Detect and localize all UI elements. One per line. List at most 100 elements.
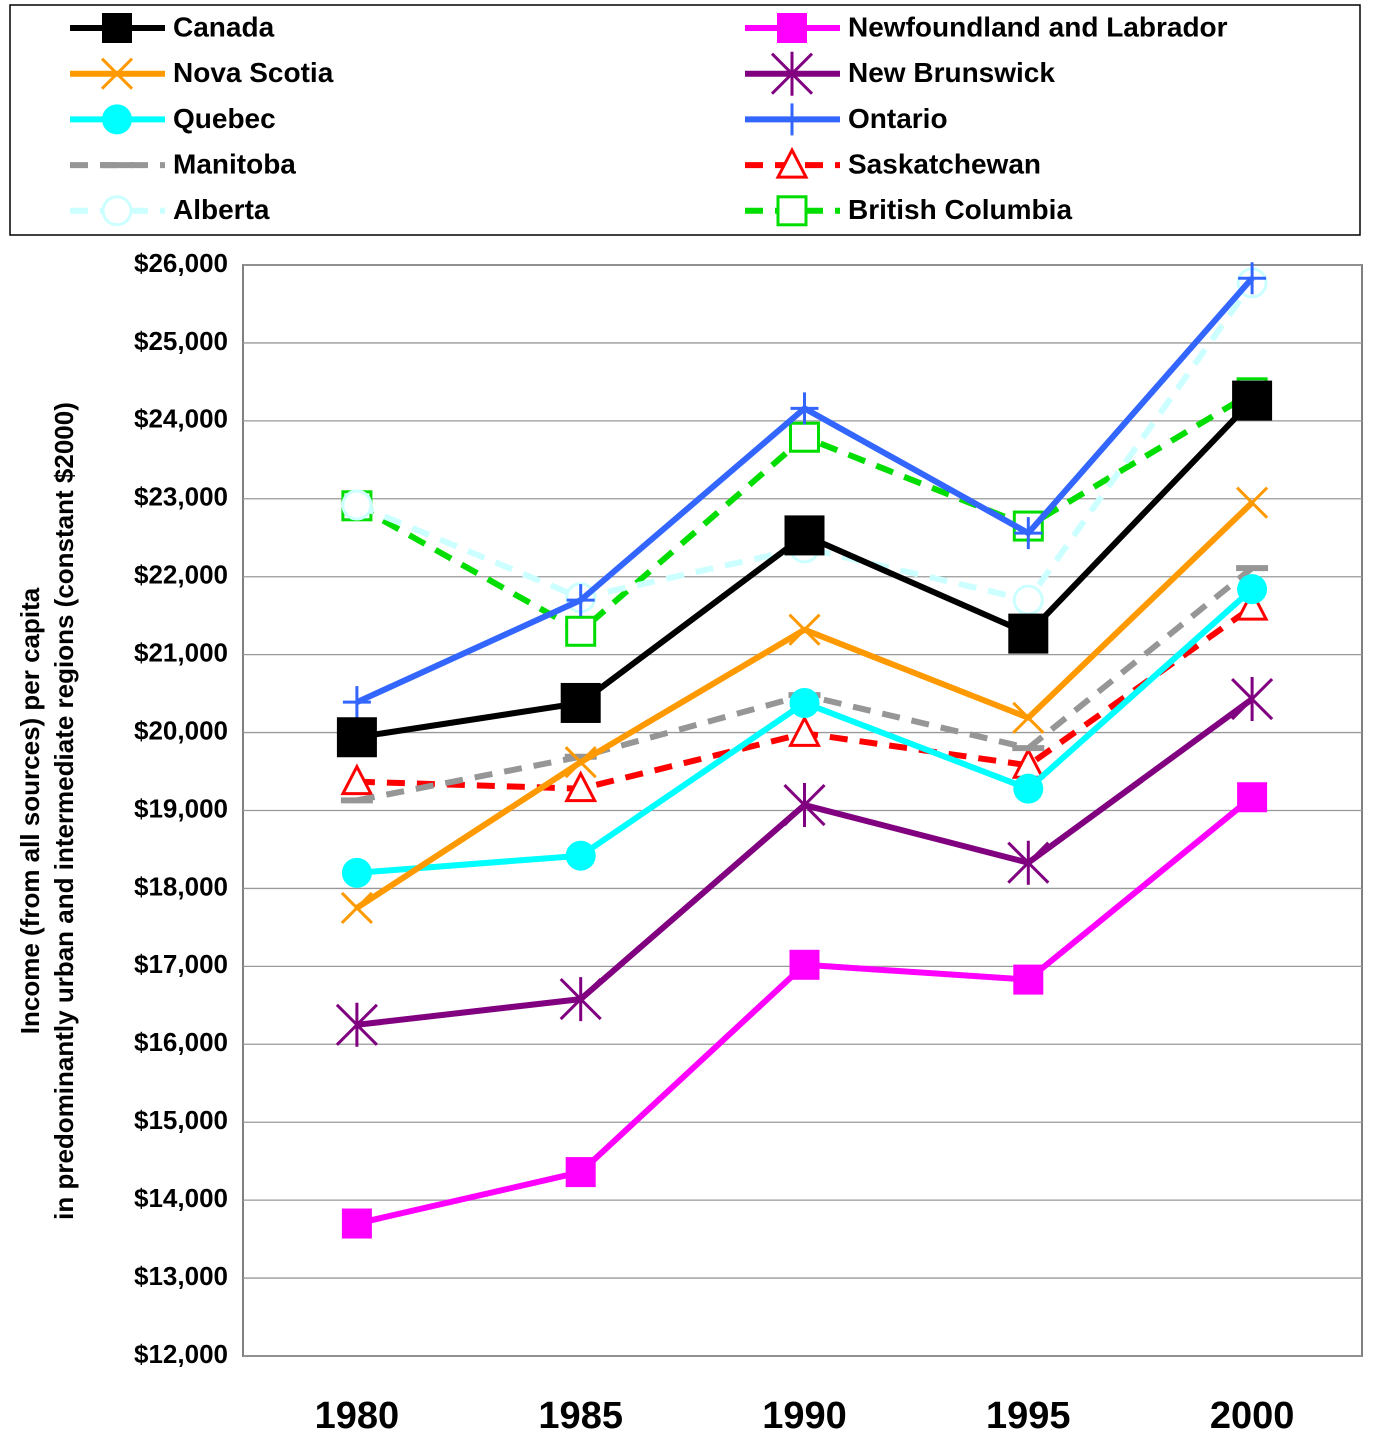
- marker: [341, 857, 372, 888]
- legend-label: British Columbia: [848, 194, 1072, 225]
- marker-shape: [565, 615, 597, 647]
- marker-shape: [776, 195, 808, 227]
- marker-shape: [1008, 613, 1049, 654]
- y-axis-title: Income (from all sources) per capita: [15, 587, 45, 1034]
- marker: [776, 195, 808, 227]
- marker-shape: [335, 1002, 378, 1047]
- marker-shape: [560, 682, 601, 723]
- marker-shape: [564, 746, 597, 779]
- marker-shape: [1232, 380, 1273, 421]
- marker: [1231, 677, 1274, 722]
- marker: [340, 763, 374, 796]
- marker-shape: [102, 104, 132, 135]
- x-tick-label: 2000: [1210, 1395, 1295, 1437]
- marker-shape: [564, 770, 598, 803]
- marker-shape: [341, 1208, 372, 1239]
- marker: [777, 13, 807, 43]
- marker-shape: [102, 13, 132, 43]
- marker-shape: [783, 783, 826, 828]
- marker-shape: [341, 489, 373, 521]
- marker: [1237, 782, 1268, 813]
- marker: [1236, 486, 1269, 519]
- marker: [1232, 380, 1273, 421]
- marker: [336, 717, 377, 758]
- marker-shape: [1237, 782, 1268, 813]
- legend-label: Ontario: [848, 103, 948, 134]
- marker: [1237, 574, 1268, 605]
- y-axis-title: in predominantly urban and intermediate …: [49, 402, 79, 1220]
- marker-shape: [342, 686, 371, 719]
- marker: [789, 421, 820, 453]
- marker-shape: [566, 584, 595, 617]
- x-tick-label: 1995: [986, 1395, 1071, 1437]
- series-line: [355, 281, 1255, 604]
- x-tick-label: 1990: [762, 1395, 847, 1437]
- marker-shape: [789, 421, 820, 453]
- marker: [566, 584, 595, 617]
- marker: [565, 840, 596, 871]
- marker: [789, 687, 820, 718]
- marker-shape: [789, 687, 820, 718]
- marker: [1012, 584, 1044, 616]
- marker: [1013, 773, 1044, 804]
- marker-shape: [770, 51, 814, 96]
- marker: [788, 613, 821, 646]
- marker-shape: [1012, 701, 1045, 734]
- marker: [564, 746, 597, 779]
- marker-shape: [1236, 486, 1269, 519]
- marker-shape: [1013, 773, 1044, 804]
- marker: [564, 770, 598, 803]
- y-tick-label: $23,000: [134, 482, 228, 512]
- marker-shape: [1235, 588, 1269, 621]
- marker: [770, 51, 814, 96]
- marker: [340, 891, 373, 924]
- marker: [788, 715, 821, 747]
- marker: [341, 489, 373, 521]
- marker: [565, 1157, 596, 1188]
- y-tick-label: $22,000: [134, 560, 228, 590]
- marker-shape: [1237, 574, 1268, 605]
- marker-shape: [789, 949, 820, 980]
- marker: [784, 515, 825, 556]
- y-tick-label: $19,000: [134, 793, 228, 823]
- marker-shape: [775, 146, 809, 179]
- marker: [341, 1208, 372, 1239]
- marker: [342, 686, 371, 719]
- marker-shape: [1238, 262, 1267, 295]
- legend-box: [9, 4, 1361, 236]
- marker-shape: [1013, 964, 1044, 995]
- marker: [102, 104, 132, 135]
- x-tick-label: 1980: [315, 1395, 400, 1437]
- marker: [1012, 701, 1045, 734]
- marker: [565, 615, 597, 647]
- marker: [101, 195, 133, 227]
- marker-shape: [565, 1157, 596, 1188]
- legend-label: Manitoba: [173, 148, 296, 179]
- y-tick-label: $21,000: [134, 638, 228, 668]
- marker: [1013, 964, 1044, 995]
- marker: [100, 57, 134, 90]
- marker: [790, 392, 819, 425]
- marker: [775, 146, 809, 179]
- marker: [1008, 613, 1049, 654]
- marker: [1007, 840, 1050, 885]
- marker: [1235, 588, 1269, 621]
- legend-label: Canada: [173, 11, 275, 42]
- marker-shape: [788, 613, 821, 646]
- x-tick-label: 1985: [538, 1395, 623, 1437]
- marker: [102, 13, 132, 43]
- y-tick-label: $13,000: [134, 1261, 228, 1291]
- legend-label: Nova Scotia: [173, 57, 334, 88]
- marker-shape: [790, 392, 819, 425]
- marker-shape: [1231, 677, 1274, 722]
- marker-shape: [777, 13, 807, 43]
- marker-shape: [341, 857, 372, 888]
- y-tick-label: $26,000: [134, 248, 228, 278]
- legend-label: Saskatchewan: [848, 148, 1041, 179]
- marker-shape: [101, 195, 133, 227]
- marker-shape: [340, 891, 373, 924]
- marker: [1014, 517, 1043, 550]
- marker: [783, 783, 826, 828]
- marker-shape: [1007, 840, 1050, 885]
